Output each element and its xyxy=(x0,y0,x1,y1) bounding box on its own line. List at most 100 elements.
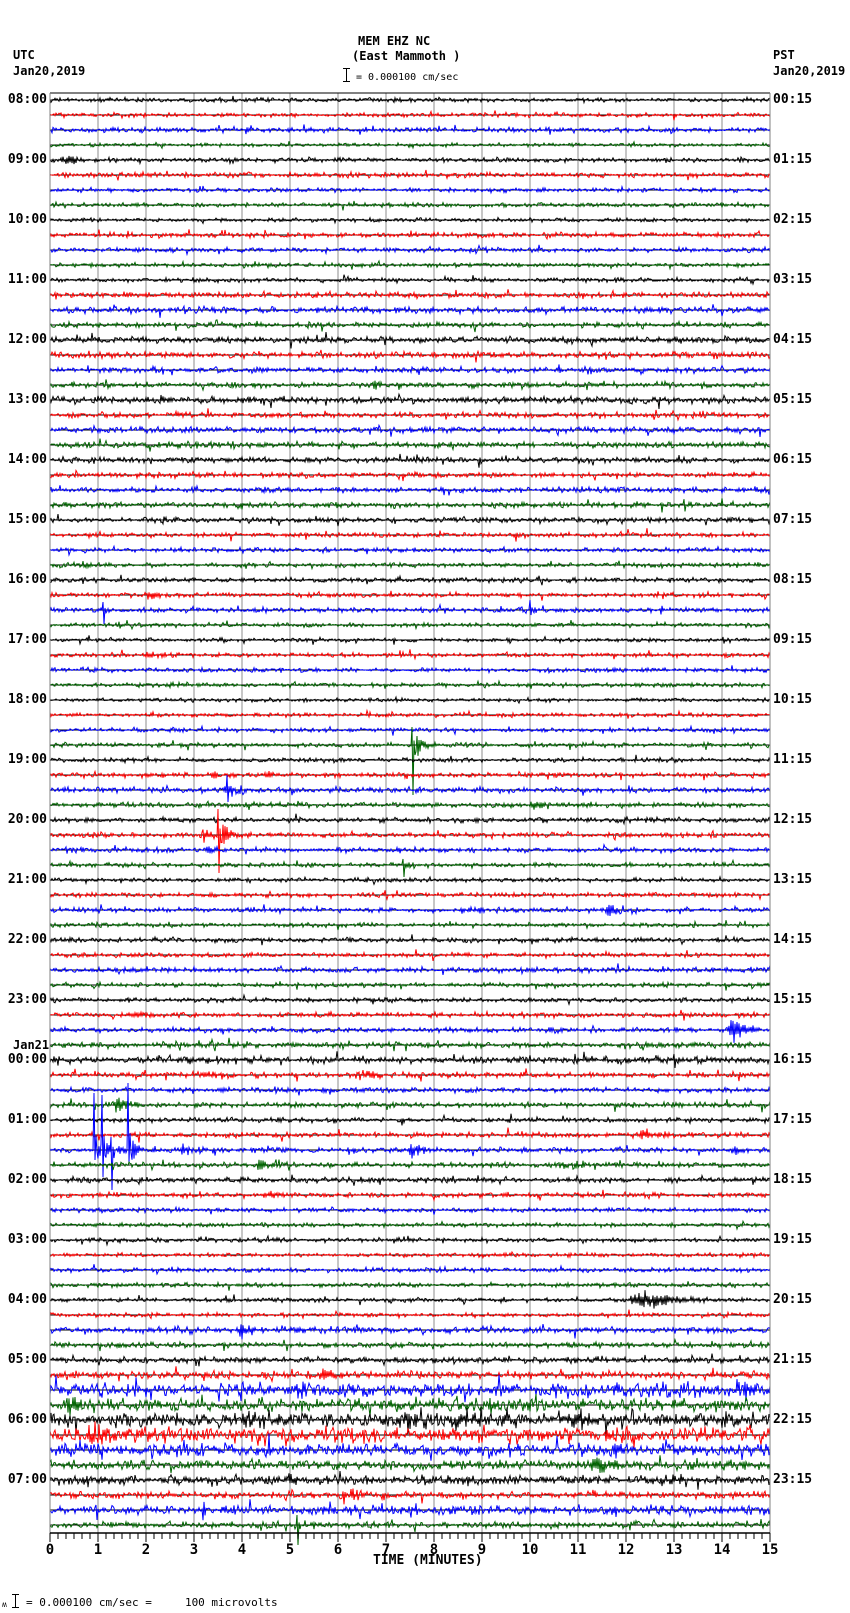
right-date: Jan20,2019 xyxy=(773,64,846,78)
trace-23 xyxy=(49,438,771,452)
trace-54 xyxy=(49,904,771,917)
trace-13 xyxy=(49,288,771,301)
trace-68 xyxy=(49,1113,771,1126)
trace-9 xyxy=(49,229,771,241)
trace-77 xyxy=(49,1250,771,1260)
trace-89 xyxy=(49,1421,771,1448)
trace-79 xyxy=(49,1280,771,1291)
utc-hour-label: 01:00 xyxy=(7,1112,47,1127)
pst-hour-label: 06:15 xyxy=(773,452,813,467)
trace-95 xyxy=(49,1514,771,1546)
pst-hour-label: 20:15 xyxy=(773,1292,813,1307)
trace-32 xyxy=(49,574,771,586)
trace-2 xyxy=(49,124,771,135)
time-tick-label: 10 xyxy=(521,1542,539,1558)
scale-bar-icon xyxy=(343,68,350,82)
trace-59 xyxy=(49,980,771,991)
trace-45 xyxy=(49,769,771,781)
trace-10 xyxy=(49,244,771,257)
trace-78 xyxy=(49,1264,771,1276)
pst-hour-label: 22:15 xyxy=(773,1412,813,1427)
trace-55 xyxy=(49,919,771,931)
pst-hour-label: 00:15 xyxy=(773,92,813,107)
seismic-traces xyxy=(49,95,771,1546)
trace-63 xyxy=(49,1037,771,1052)
trace-43 xyxy=(49,726,771,796)
trace-76 xyxy=(49,1234,771,1247)
trace-34 xyxy=(49,599,771,625)
plot-frame xyxy=(49,92,771,1533)
trace-69 xyxy=(49,1127,771,1143)
trace-87 xyxy=(49,1393,771,1417)
pst-hour-label: 13:15 xyxy=(773,872,813,887)
pst-hour-label: 19:15 xyxy=(773,1232,813,1247)
trace-38 xyxy=(49,665,771,675)
time-tick-label: 1 xyxy=(93,1542,103,1558)
pst-hour-label: 11:15 xyxy=(773,752,813,767)
time-tick-label: 14 xyxy=(713,1542,731,1558)
trace-11 xyxy=(49,259,771,271)
utc-hour-label: 10:00 xyxy=(7,212,47,227)
trace-49 xyxy=(49,808,771,874)
trace-24 xyxy=(49,453,771,468)
pst-hour-label: 04:15 xyxy=(773,332,813,347)
trace-44 xyxy=(49,754,771,765)
trace-29 xyxy=(49,528,771,542)
time-tick-label: 12 xyxy=(617,1542,635,1558)
station-title: MEM EHZ NC xyxy=(358,34,431,48)
trace-50 xyxy=(49,843,771,855)
utc-hour-label: 17:00 xyxy=(7,632,47,647)
pst-hour-label: 07:15 xyxy=(773,512,813,527)
trace-52 xyxy=(49,875,771,886)
trace-16 xyxy=(49,332,771,349)
trace-51 xyxy=(49,858,771,878)
pst-hour-label: 14:15 xyxy=(773,932,813,947)
time-axis-label: TIME (MINUTES) xyxy=(373,1553,483,1568)
trace-86 xyxy=(49,1374,771,1403)
trace-47 xyxy=(49,800,771,811)
time-axis xyxy=(49,1532,771,1542)
trace-56 xyxy=(49,934,771,946)
utc-hour-label: 12:00 xyxy=(7,332,47,347)
trace-21 xyxy=(49,408,771,422)
trace-30 xyxy=(49,544,771,557)
utc-hour-label: 03:00 xyxy=(7,1232,47,1247)
trace-91 xyxy=(49,1455,771,1474)
trace-81 xyxy=(49,1309,771,1320)
trace-17 xyxy=(49,349,771,363)
trace-15 xyxy=(49,319,771,333)
trace-64 xyxy=(49,1051,771,1069)
trace-12 xyxy=(49,274,771,286)
trace-85 xyxy=(49,1366,771,1384)
left-timezone: UTC xyxy=(13,48,35,62)
trace-92 xyxy=(49,1470,771,1490)
trace-66 xyxy=(49,1085,771,1096)
trace-73 xyxy=(49,1189,771,1203)
trace-80 xyxy=(49,1290,771,1309)
time-tick-label: 13 xyxy=(665,1542,683,1558)
trace-75 xyxy=(49,1219,771,1231)
trace-83 xyxy=(49,1337,771,1352)
trace-31 xyxy=(49,560,771,571)
trace-3 xyxy=(49,140,771,150)
time-tick-label: 2 xyxy=(141,1542,151,1558)
time-tick-label: 4 xyxy=(237,1542,247,1558)
trace-22 xyxy=(49,423,771,437)
pst-hour-label: 18:15 xyxy=(773,1172,813,1187)
trace-0 xyxy=(49,95,771,105)
trace-53 xyxy=(49,890,771,902)
pst-hour-label: 15:15 xyxy=(773,992,813,1007)
trace-61 xyxy=(49,1009,771,1021)
trace-46 xyxy=(49,774,771,803)
trace-33 xyxy=(49,590,771,601)
time-tick-label: 5 xyxy=(285,1542,295,1558)
date-change-label: Jan21 xyxy=(13,1038,50,1052)
trace-70 xyxy=(49,1082,771,1191)
trace-71 xyxy=(49,1159,771,1172)
pst-hour-label: 23:15 xyxy=(773,1472,813,1487)
trace-65 xyxy=(49,1068,771,1082)
time-tick-label: 7 xyxy=(381,1542,391,1558)
utc-hour-label: 15:00 xyxy=(7,512,47,527)
trace-18 xyxy=(49,364,771,376)
